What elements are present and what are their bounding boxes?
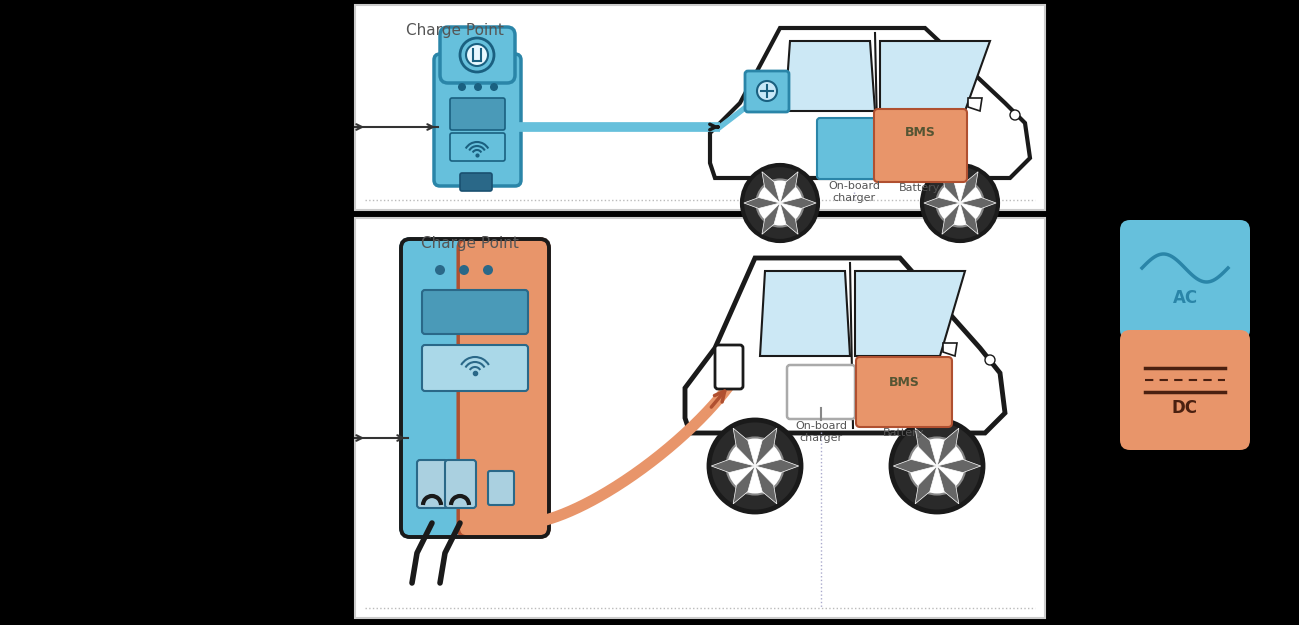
Polygon shape: [855, 271, 965, 356]
Polygon shape: [712, 459, 755, 472]
Circle shape: [742, 165, 818, 241]
Text: AC: AC: [1173, 289, 1198, 307]
Circle shape: [460, 38, 494, 72]
Polygon shape: [779, 198, 816, 209]
Polygon shape: [942, 203, 960, 234]
FancyBboxPatch shape: [817, 118, 891, 179]
Polygon shape: [937, 466, 959, 504]
Circle shape: [459, 265, 469, 275]
FancyBboxPatch shape: [1120, 330, 1250, 450]
Text: BMS: BMS: [889, 376, 920, 389]
Circle shape: [483, 265, 494, 275]
Polygon shape: [879, 41, 990, 111]
FancyBboxPatch shape: [874, 109, 966, 182]
Polygon shape: [960, 198, 996, 209]
FancyBboxPatch shape: [746, 71, 788, 112]
FancyBboxPatch shape: [787, 365, 855, 419]
Circle shape: [490, 83, 498, 91]
Polygon shape: [763, 203, 779, 234]
Circle shape: [757, 81, 777, 101]
Circle shape: [459, 83, 466, 91]
Circle shape: [726, 438, 783, 494]
Polygon shape: [916, 428, 937, 466]
Polygon shape: [960, 203, 978, 234]
Polygon shape: [755, 466, 777, 504]
Text: Battery: Battery: [883, 428, 925, 438]
FancyBboxPatch shape: [460, 173, 492, 191]
Circle shape: [1011, 110, 1020, 120]
Bar: [355, 218, 1044, 618]
FancyBboxPatch shape: [1120, 220, 1250, 340]
Text: On-board
charger: On-board charger: [795, 421, 847, 442]
Circle shape: [466, 44, 488, 66]
FancyBboxPatch shape: [449, 98, 505, 130]
FancyBboxPatch shape: [449, 133, 505, 161]
Polygon shape: [733, 428, 755, 466]
Circle shape: [474, 83, 482, 91]
Polygon shape: [763, 172, 779, 203]
Polygon shape: [924, 198, 960, 209]
Polygon shape: [744, 198, 779, 209]
Polygon shape: [785, 41, 876, 111]
FancyBboxPatch shape: [417, 460, 448, 508]
Polygon shape: [755, 428, 777, 466]
FancyBboxPatch shape: [446, 460, 475, 508]
FancyBboxPatch shape: [488, 471, 514, 505]
Text: Charge Point: Charge Point: [421, 236, 518, 251]
Polygon shape: [960, 172, 978, 203]
Polygon shape: [779, 172, 798, 203]
Text: On-board
charger: On-board charger: [827, 181, 879, 203]
FancyBboxPatch shape: [459, 239, 549, 537]
Polygon shape: [942, 172, 960, 203]
FancyBboxPatch shape: [434, 54, 521, 186]
FancyBboxPatch shape: [440, 27, 514, 83]
Polygon shape: [733, 466, 755, 504]
Polygon shape: [937, 459, 981, 472]
FancyBboxPatch shape: [422, 290, 527, 334]
Polygon shape: [760, 271, 850, 356]
Circle shape: [756, 179, 804, 226]
Polygon shape: [937, 428, 959, 466]
Polygon shape: [894, 459, 937, 472]
Polygon shape: [779, 203, 798, 234]
Text: Charge Point: Charge Point: [407, 23, 504, 38]
Circle shape: [922, 165, 998, 241]
FancyBboxPatch shape: [422, 345, 527, 391]
Bar: [355, 5, 1044, 210]
Text: Battery: Battery: [899, 183, 940, 193]
FancyBboxPatch shape: [714, 345, 743, 389]
Polygon shape: [943, 343, 957, 356]
Circle shape: [891, 420, 983, 512]
Circle shape: [985, 355, 995, 365]
Text: DC: DC: [1172, 399, 1198, 417]
Polygon shape: [755, 459, 799, 472]
Polygon shape: [916, 466, 937, 504]
Circle shape: [908, 438, 965, 494]
Polygon shape: [685, 258, 1005, 433]
Circle shape: [937, 179, 983, 226]
Text: BMS: BMS: [904, 126, 935, 139]
Polygon shape: [968, 98, 982, 111]
Circle shape: [709, 420, 801, 512]
Circle shape: [435, 265, 446, 275]
Polygon shape: [711, 28, 1030, 178]
FancyBboxPatch shape: [856, 357, 952, 427]
FancyBboxPatch shape: [401, 239, 492, 537]
